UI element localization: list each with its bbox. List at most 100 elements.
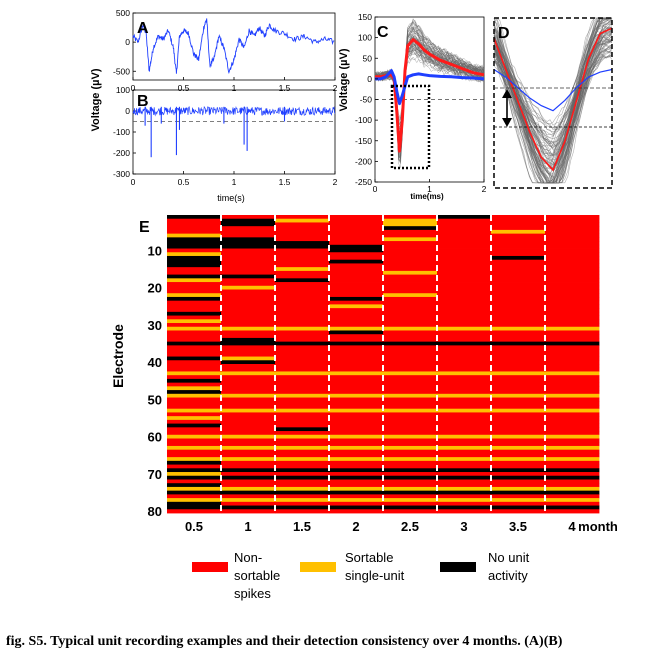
heatmap-cell	[275, 364, 330, 369]
panel-d-label: D	[498, 25, 510, 42]
heatmap-cell	[383, 457, 438, 462]
heatmap-cell	[221, 479, 276, 484]
panel-a-trace	[132, 18, 335, 74]
heatmap-cell	[383, 501, 438, 506]
heatmap-cell	[437, 356, 492, 361]
heatmap-cell	[437, 501, 492, 506]
heatmap-cell	[383, 248, 438, 253]
heatmap-cell	[545, 278, 600, 283]
heatmap-y-ticks: 10 20 30 40 50 60 70 80	[148, 243, 162, 519]
heatmap-cell	[275, 304, 330, 309]
heatmap-cell	[491, 270, 546, 276]
heatmap-cell	[221, 468, 276, 473]
heatmap-cell	[167, 293, 222, 298]
heatmap-cell	[167, 270, 222, 276]
heatmap-cell	[329, 233, 384, 238]
panel-c-y-tick: 50	[363, 53, 373, 63]
panel-b-x-tick: 0	[131, 177, 136, 187]
heatmap-cell	[167, 397, 222, 402]
heatmap-cell	[545, 282, 600, 287]
heatmap-cell	[167, 360, 222, 365]
panel-a-y-tick: 500	[116, 8, 130, 18]
heatmap-cell	[167, 427, 222, 432]
heatmap-cell	[383, 293, 438, 298]
legend-swatch	[300, 562, 336, 572]
heatmap-cell	[437, 360, 492, 365]
heatmap-cell	[383, 494, 438, 499]
heatmap-cell	[329, 453, 384, 458]
heatmap-cell	[275, 360, 330, 365]
heatmap-cell	[383, 364, 438, 369]
heatmap-cell	[437, 472, 492, 477]
heatmap-cell	[545, 371, 600, 376]
heatmap-cell	[491, 255, 546, 261]
panel-a-x-tick: 2	[333, 83, 338, 93]
heatmap-cell	[383, 386, 438, 391]
panel-b-y-tick: 100	[116, 85, 130, 95]
heatmap-cell	[167, 468, 222, 473]
legend-label: activity	[488, 568, 528, 583]
heatmap-cell	[329, 222, 384, 227]
heatmap-cell	[545, 323, 600, 328]
heatmap-cell	[383, 419, 438, 425]
heatmap-cell	[383, 349, 438, 354]
heatmap-cell	[491, 237, 546, 242]
heatmap-cell	[491, 244, 546, 249]
heatmap-cell	[329, 215, 384, 220]
panel-c-y-tick: -150	[355, 136, 372, 146]
heatmap-cell	[491, 360, 546, 365]
heatmap-cell	[491, 457, 546, 462]
heatmap-cell	[275, 375, 330, 380]
heatmap-cell	[221, 323, 276, 328]
heatmap-cell	[437, 382, 492, 387]
heatmap-cell	[545, 241, 600, 246]
heatmap-cell	[437, 408, 492, 413]
heatmap-cell	[275, 419, 330, 425]
heatmap-cell	[221, 222, 276, 227]
heatmap-cell	[329, 431, 384, 436]
heatmap-cell	[275, 311, 330, 316]
heatmap-cell	[329, 267, 384, 272]
heatmap-cell	[221, 356, 276, 361]
figure-caption: fig. S5. Typical unit recording examples…	[6, 634, 563, 649]
heatmap-cell	[167, 505, 222, 510]
heatmap-cell	[221, 442, 276, 447]
heatmap-cell	[491, 315, 546, 320]
heatmap-cell	[383, 505, 438, 510]
panel-c-waveform	[374, 45, 485, 139]
heatmap-cell	[329, 371, 384, 376]
heatmap-cell	[545, 263, 600, 268]
heatmap-cell	[329, 319, 384, 324]
heatmap-cell	[329, 241, 384, 246]
heatmap-cell	[221, 449, 276, 454]
heatmap-cell	[545, 300, 600, 305]
heatmap-cell	[167, 419, 222, 425]
panel-d-waveform	[493, 44, 613, 167]
panel-a-x-tick: 0	[131, 83, 136, 93]
heatmap-cell	[275, 215, 330, 220]
heatmap-cell	[221, 416, 276, 421]
heatmap-cell	[329, 252, 384, 257]
heatmap-cell	[545, 449, 600, 454]
panel-d-waveform	[493, 23, 613, 175]
heatmap-cell	[275, 337, 330, 343]
heatmap-cell	[221, 378, 276, 384]
heatmap-cell	[167, 233, 222, 238]
heatmap-cell	[437, 282, 492, 287]
heatmap-cell	[275, 233, 330, 238]
heatmap-cell	[275, 475, 330, 480]
heatmap-cell	[491, 323, 546, 328]
heatmap-cell	[383, 408, 438, 413]
heatmap-cell	[383, 375, 438, 380]
heatmap-cell	[275, 423, 330, 428]
heatmap-cell	[221, 434, 276, 439]
heatmap-cell	[491, 252, 546, 257]
heatmap-cell	[437, 289, 492, 294]
heatmap-cell	[275, 468, 330, 473]
heatmap-cell	[545, 382, 600, 387]
heatmap-cell	[275, 501, 330, 506]
heatmap-cell	[383, 434, 438, 439]
heatmap-cell	[383, 282, 438, 287]
heatmap-cell	[383, 431, 438, 436]
heatmap-cell	[167, 367, 222, 372]
